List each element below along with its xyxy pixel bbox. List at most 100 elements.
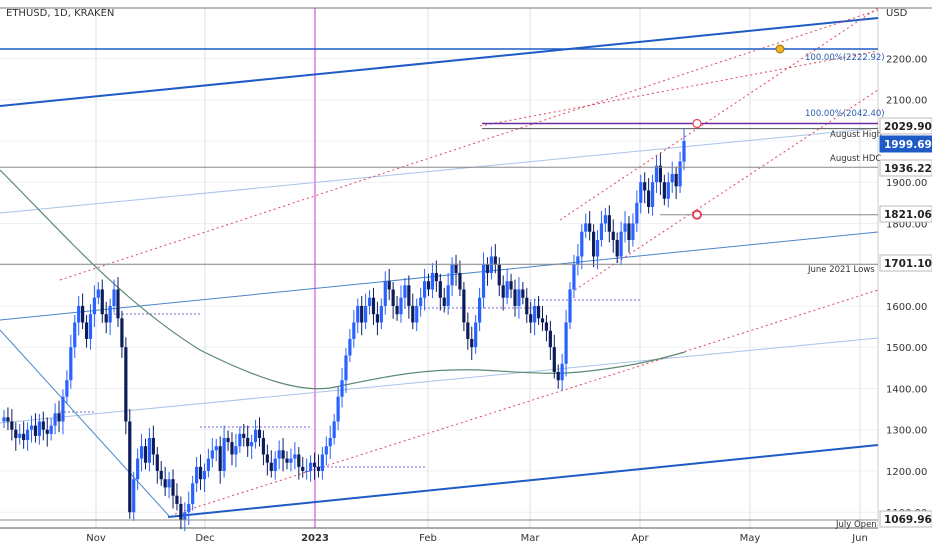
- candle-body: [269, 462, 273, 471]
- candle-body: [301, 466, 305, 471]
- candle-body: [470, 338, 474, 348]
- candle-body: [45, 429, 49, 434]
- light-lower-trendline: [0, 337, 879, 424]
- candle-body: [238, 433, 242, 447]
- price-tag-label: 1069.96: [884, 514, 932, 526]
- median-trendline: [0, 231, 879, 321]
- candle-body: [340, 380, 344, 397]
- candle-body: [375, 314, 380, 323]
- candle-body: [419, 297, 423, 306]
- candle-body: [257, 429, 262, 438]
- dotted-channel-upper: [59, 9, 879, 281]
- candle-body: [658, 165, 663, 183]
- candle-body: [167, 479, 171, 488]
- candle-body: [226, 437, 230, 443]
- candle-body: [18, 433, 22, 438]
- candle-body: [411, 305, 415, 323]
- candle-body: [552, 347, 556, 372]
- candle-body: [548, 330, 552, 348]
- candle-body: [615, 239, 619, 257]
- candle-body: [297, 454, 301, 467]
- candle-body: [584, 223, 588, 232]
- y-tick-label: 1600.00: [886, 302, 927, 313]
- candle-body: [293, 454, 297, 459]
- candle-body: [253, 429, 258, 443]
- candle-body: [312, 462, 317, 467]
- candle-body: [556, 371, 560, 381]
- candle-body: [316, 466, 321, 471]
- symbol-title: ETHUSD, 1D, KRAKEN: [6, 8, 114, 19]
- candle-body: [49, 425, 53, 434]
- candle-body: [521, 289, 525, 298]
- candle-body: [320, 454, 324, 471]
- candle-body: [214, 446, 218, 451]
- y-tick-label: 1400.00: [886, 384, 927, 395]
- candle-body: [195, 466, 199, 484]
- price-tag-label: 1701.10: [884, 258, 932, 270]
- candle-body: [670, 173, 674, 183]
- drawings-layer: [0, 7, 879, 528]
- candle-body: [611, 231, 615, 240]
- candle-body: [77, 305, 81, 323]
- candle-body: [666, 182, 670, 199]
- candle-body: [163, 479, 167, 488]
- candle-body: [151, 437, 155, 455]
- candle-body: [61, 396, 65, 422]
- price-tag-label: 2029.90: [884, 121, 932, 133]
- candle-body: [580, 231, 584, 257]
- candle-body: [352, 322, 356, 339]
- x-tick-label: Mar: [521, 533, 541, 544]
- candle-body: [356, 305, 360, 323]
- candle-body: [57, 413, 61, 422]
- candle-body: [544, 322, 549, 331]
- candle-body: [348, 338, 352, 356]
- candle-body: [426, 281, 431, 290]
- candle-body: [155, 454, 159, 471]
- candle-body: [619, 231, 623, 257]
- candle-body: [108, 305, 112, 323]
- candle-body: [635, 202, 639, 224]
- candle-body: [84, 322, 89, 339]
- x-tick-label: Jun: [851, 533, 868, 544]
- candle-body: [281, 450, 285, 459]
- candle-body: [595, 239, 600, 257]
- time-axis[interactable]: Nov Dec 2023 Feb Mar Apr May Jun: [86, 533, 868, 544]
- candle-body: [81, 305, 85, 323]
- x-tick-label: Dec: [195, 533, 214, 544]
- candle-body: [371, 297, 376, 315]
- candle-body: [650, 182, 655, 207]
- fib-marker-dot: [692, 118, 702, 129]
- descending-trendline: [0, 329, 171, 518]
- candle-body: [403, 285, 407, 298]
- candle-body: [25, 429, 30, 441]
- level-annotation-label: August HDC: [830, 154, 881, 164]
- upper-trendline: [0, 17, 879, 107]
- x-tick-label: Apr: [631, 533, 649, 544]
- candle-body: [631, 223, 635, 240]
- candle-body: [324, 446, 328, 455]
- candle-body: [599, 223, 604, 240]
- candle-body: [230, 442, 234, 455]
- candle-body: [407, 285, 411, 306]
- x-tick-label: Feb: [419, 533, 437, 544]
- candle-body: [53, 413, 57, 426]
- currency-label: USD: [886, 8, 908, 19]
- candle-body: [422, 281, 427, 298]
- candle-body: [120, 318, 124, 348]
- candle-body: [183, 512, 187, 521]
- candle-body: [591, 231, 596, 257]
- candle-body: [474, 322, 478, 348]
- candle-body: [572, 264, 576, 290]
- candle-body: [242, 433, 246, 438]
- candle-body: [2, 417, 6, 422]
- candle-body: [250, 442, 254, 447]
- support-marker-dot: [692, 209, 702, 220]
- candle-body: [493, 256, 497, 265]
- candle-body: [6, 417, 10, 422]
- y-tick-label: 1300.00: [886, 426, 927, 437]
- price-tag: [879, 135, 932, 153]
- price-axis[interactable]: USD 1100.001200.001300.001400.001500.001…: [879, 8, 932, 528]
- candle-body: [14, 429, 18, 438]
